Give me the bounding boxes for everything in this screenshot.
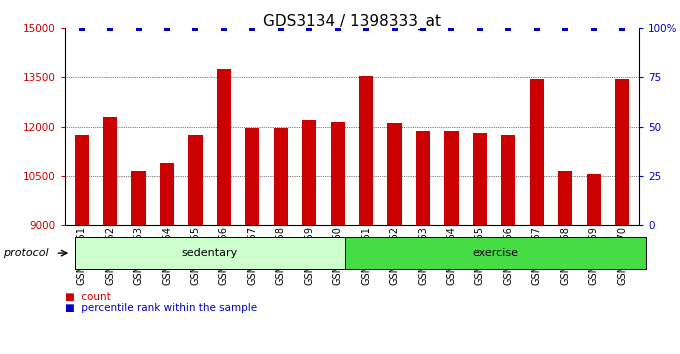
Point	[588, 25, 599, 31]
Point	[389, 25, 400, 31]
Bar	[131, 171, 146, 225]
Text: ■  percentile rank within the sample: ■ percentile rank within the sample	[65, 303, 257, 313]
Text: protocol: protocol	[3, 248, 49, 258]
Point	[418, 25, 428, 31]
Point	[275, 25, 286, 31]
Bar	[388, 123, 402, 225]
Point	[218, 25, 229, 31]
Bar	[444, 131, 458, 225]
Point	[617, 25, 628, 31]
Bar	[416, 131, 430, 225]
Point	[333, 25, 343, 31]
Point	[105, 25, 116, 31]
Point	[162, 25, 173, 31]
Point	[76, 25, 87, 31]
Bar	[615, 79, 629, 225]
Bar	[217, 69, 231, 225]
Point	[190, 25, 201, 31]
Text: GDS3134 / 1398333_at: GDS3134 / 1398333_at	[263, 14, 441, 30]
Point	[531, 25, 542, 31]
Point	[503, 25, 514, 31]
Point	[360, 25, 371, 31]
Bar	[359, 76, 373, 225]
Bar	[558, 171, 573, 225]
Point	[133, 25, 144, 31]
Point	[304, 25, 315, 31]
Bar	[530, 79, 544, 225]
Point	[560, 25, 571, 31]
Text: sedentary: sedentary	[182, 248, 238, 258]
Bar	[587, 174, 601, 225]
Bar	[473, 133, 487, 225]
Bar	[188, 135, 203, 225]
Bar	[273, 128, 288, 225]
Bar	[245, 128, 260, 225]
Point	[475, 25, 486, 31]
Bar	[160, 162, 174, 225]
Text: exercise: exercise	[473, 248, 519, 258]
Bar	[330, 122, 345, 225]
Point	[446, 25, 457, 31]
Text: ■  count: ■ count	[65, 292, 110, 302]
Point	[247, 25, 258, 31]
Bar	[501, 135, 515, 225]
Bar	[302, 120, 316, 225]
Bar	[103, 117, 117, 225]
Bar	[75, 135, 89, 225]
